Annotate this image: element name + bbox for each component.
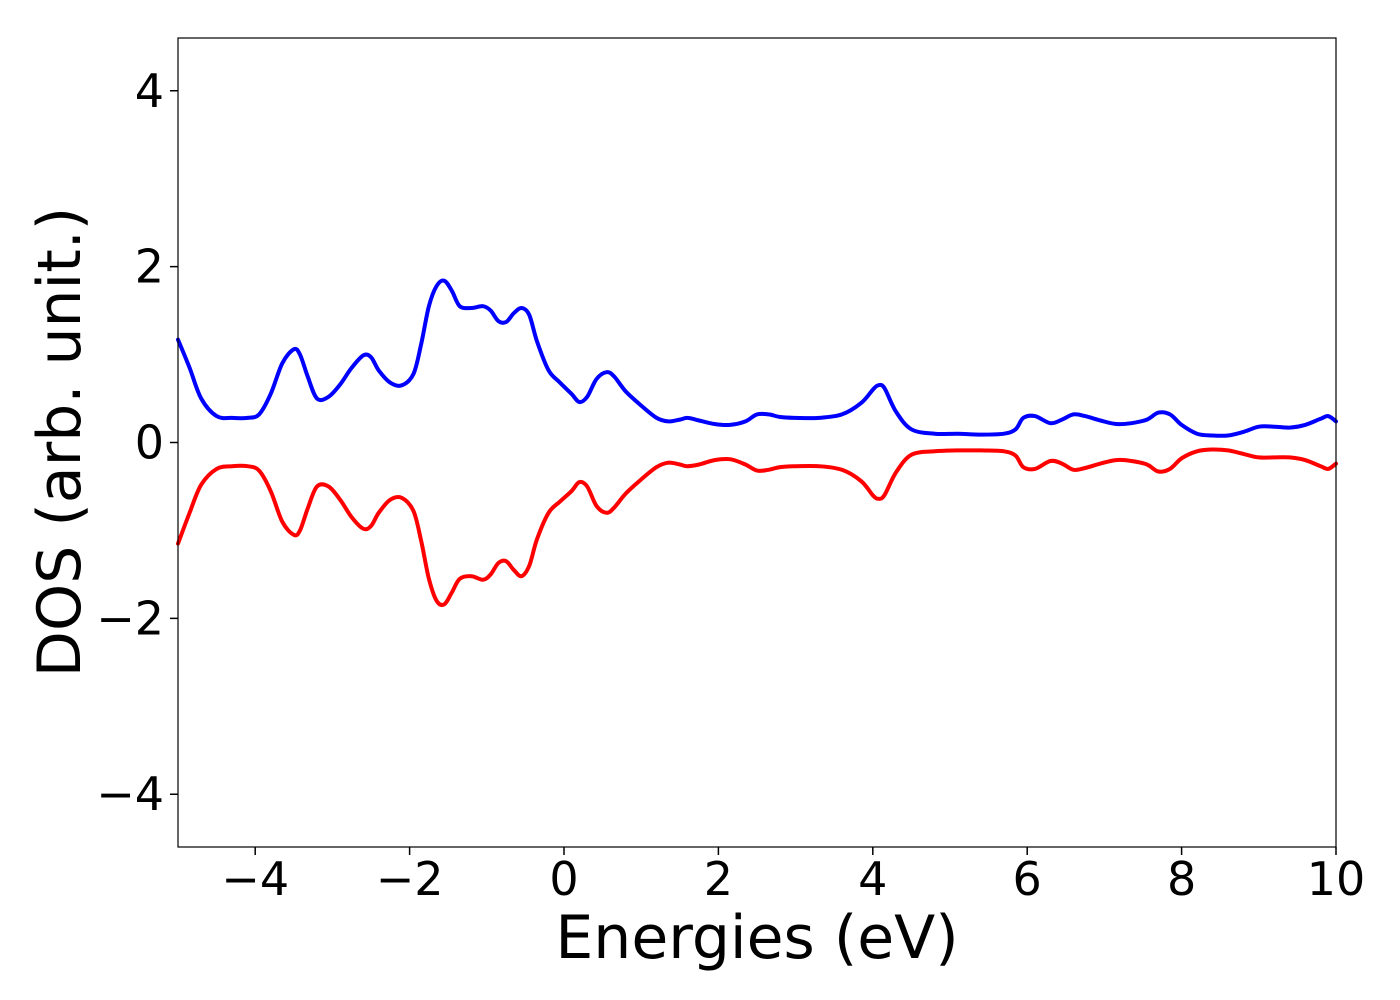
x-tick-label: 10	[1307, 852, 1366, 906]
x-tick-label: 6	[1013, 852, 1042, 906]
x-tick-label: −4	[221, 852, 289, 906]
y-tick-label: 4	[135, 64, 164, 118]
series-line-1	[176, 447, 1338, 607]
x-tick-label: 8	[1167, 852, 1196, 906]
y-tick-label: −4	[96, 767, 164, 821]
y-tick-label: 2	[135, 240, 164, 294]
x-tick-label: 0	[549, 852, 578, 906]
y-axis-label: DOS (arb. unit.)	[25, 207, 95, 677]
x-tick-label: 4	[858, 852, 887, 906]
series-layer	[176, 278, 1338, 607]
y-tick-label: 0	[135, 416, 164, 470]
series-line-0	[176, 278, 1338, 438]
x-tick-label: 2	[704, 852, 733, 906]
x-axis-label: Energies (eV)	[555, 903, 958, 973]
y-tick-label: −2	[96, 591, 164, 645]
ticks-layer: −4 −2 0 2 4 6 8 10 −4 −2 0 2 4	[96, 64, 1365, 906]
plot-frame	[177, 37, 1337, 848]
x-tick-label: −2	[376, 852, 444, 906]
